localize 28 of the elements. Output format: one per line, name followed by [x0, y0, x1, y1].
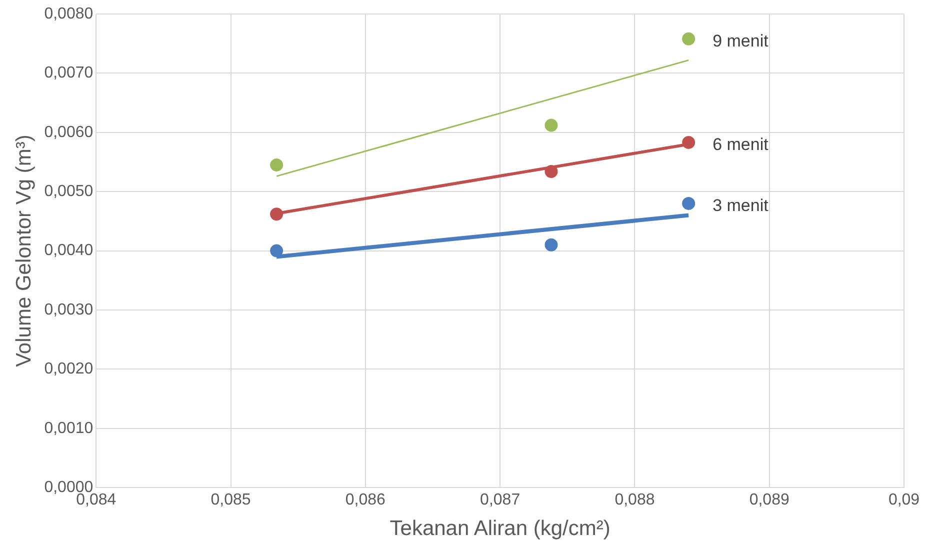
point: [270, 244, 284, 258]
y-tick-label: 0,0010: [44, 420, 94, 437]
point: [544, 118, 558, 132]
y-tick-label: 0,0030: [44, 301, 94, 318]
series-label: 6 menit: [712, 135, 769, 154]
point: [682, 196, 696, 210]
point: [682, 32, 696, 46]
point: [682, 136, 696, 149]
y-axis-title: Volume Gelontor Vg (m³): [12, 134, 36, 367]
series-label: 9 menit: [712, 32, 769, 51]
point: [270, 158, 284, 172]
y-tick-label: 0,0050: [44, 183, 94, 200]
series-label: 3 menit: [712, 196, 769, 216]
point: [544, 164, 558, 178]
x-tick-label: 0,089: [749, 492, 790, 509]
x-tick-label: 0,086: [345, 492, 386, 509]
point: [544, 238, 558, 252]
y-tick-label: 0,0060: [44, 124, 94, 141]
x-axis-title: Tekanan Aliran (kg/cm²): [390, 517, 610, 540]
y-tick-label: 0,0070: [44, 64, 94, 82]
y-tick-label: 0,0040: [44, 242, 94, 260]
y-tick-label: 0,0080: [44, 5, 94, 22]
y-tick-label: 0,0020: [44, 360, 94, 378]
x-tick-label: 0,085: [210, 492, 251, 509]
point: [270, 208, 284, 221]
x-tick-label: 0,087: [480, 492, 520, 509]
x-tick-label: 0,088: [614, 492, 655, 509]
x-tick-label: 0,09: [888, 492, 920, 509]
